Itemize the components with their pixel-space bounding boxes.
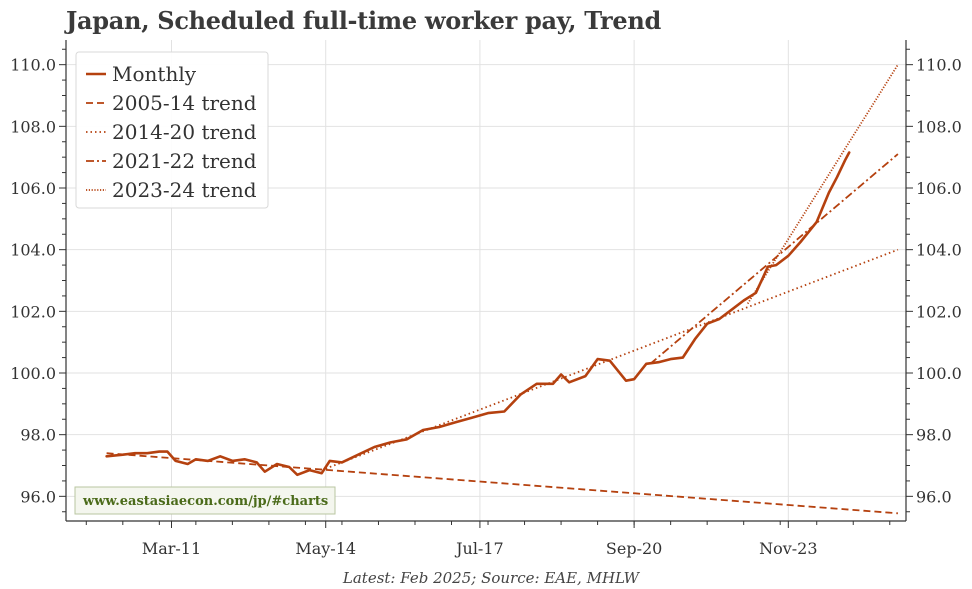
tick-labels: 96.0 96.0 98.0 98.0 100.0 100.0 102.0 102.0 104.… xyxy=(10,56,962,558)
y-tick-label-left: 108.0 xyxy=(10,117,56,136)
x-tick-label: Mar-11 xyxy=(142,539,201,558)
y-tick-label-right: 96.0 xyxy=(916,487,952,506)
source-footnote: Latest: Feb 2025; Source: EAE, MHLW xyxy=(342,569,641,587)
y-tick-label-left: 110.0 xyxy=(10,56,56,75)
legend-entry-label: 2014-20 trend xyxy=(112,120,257,144)
y-tick-label-right: 110.0 xyxy=(916,56,962,75)
x-tick-label: Sep-20 xyxy=(606,539,662,558)
y-tick-label-right: 104.0 xyxy=(916,241,962,260)
series-line-2014-20-trend xyxy=(325,248,899,470)
y-tick-label-left: 106.0 xyxy=(10,179,56,198)
legend: Monthly 2005-14 trend 2014-20 trend 2021-22… xyxy=(75,51,269,209)
chart-title: Japan, Scheduled full-time worker pay, T… xyxy=(66,6,661,35)
y-tick-label-right: 102.0 xyxy=(916,302,962,321)
legend-entry-label: 2005-14 trend xyxy=(112,91,257,115)
y-tick-label-left: 96.0 xyxy=(20,487,56,506)
series-line-monthly xyxy=(105,151,851,477)
legend-entry-label: 2021-22 trend xyxy=(112,149,257,173)
y-tick-label-right: 100.0 xyxy=(916,364,962,383)
watermark-background xyxy=(74,486,336,515)
series-line-2021-22-trend xyxy=(649,153,899,365)
x-tick-label: May-14 xyxy=(295,539,356,558)
watermark-text: www.eastasiaecon.com/jp/#charts xyxy=(82,494,328,509)
series-line-2005-14-trend xyxy=(106,452,898,515)
y-tick-label-left: 102.0 xyxy=(10,302,56,321)
series-line-2023-24-trend xyxy=(746,64,899,305)
x-tick-label: Jul-17 xyxy=(454,539,504,558)
legend-box xyxy=(75,51,269,209)
y-tick-label-left: 104.0 xyxy=(10,241,56,260)
legend-entry-label: 2023-24 trend xyxy=(112,178,257,202)
y-tick-label-right: 98.0 xyxy=(916,426,952,445)
y-tick-label-right: 108.0 xyxy=(916,117,962,136)
series-lines xyxy=(105,64,899,515)
y-tick-label-left: 98.0 xyxy=(20,426,56,445)
watermark-box: www.eastasiaecon.com/jp/#charts xyxy=(74,486,336,515)
x-tick-label: Nov-23 xyxy=(759,539,817,558)
y-tick-label-right: 106.0 xyxy=(916,179,962,198)
legend-entry-label: Monthly xyxy=(112,62,197,86)
y-tick-label-left: 100.0 xyxy=(10,364,56,383)
tick-marks xyxy=(59,48,913,528)
